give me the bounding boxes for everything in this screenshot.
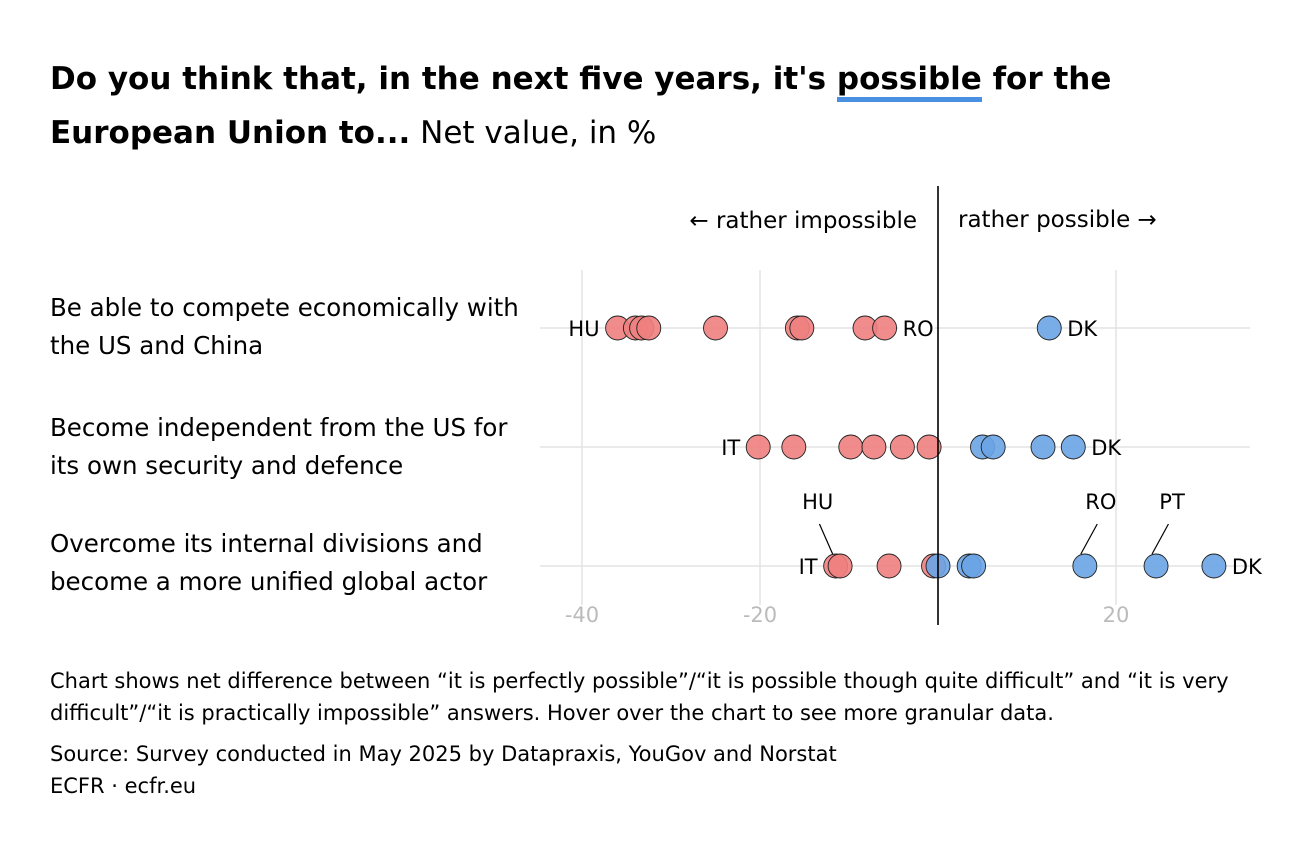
row-label-independent: Become independent from the US for its o…	[50, 409, 530, 485]
row-label-compete-line1: Be able to compete economically with	[50, 293, 519, 322]
label-bg	[898, 314, 935, 342]
row-label-compete: Be able to compete economically with the…	[50, 289, 530, 365]
dot-negative[interactable]	[781, 434, 807, 460]
dot-positive[interactable]	[961, 553, 987, 579]
dot-positive[interactable]	[1030, 434, 1056, 460]
row-label-independent-line2: its own security and defence	[50, 451, 404, 480]
dot-negative[interactable]	[827, 553, 853, 579]
country-label: DK	[1091, 436, 1122, 460]
dot-negative[interactable]	[861, 434, 887, 460]
dot-negative[interactable]	[703, 315, 728, 341]
title-line2: European Union to...	[50, 115, 411, 151]
dot-positive[interactable]	[980, 434, 1006, 460]
x-tick-label: -20	[743, 603, 777, 627]
country-label: DK	[1232, 555, 1263, 579]
country-label: RO	[1085, 490, 1116, 514]
footnote: Chart shows net difference between “it i…	[50, 665, 1270, 729]
title-subtitle: Net value, in %	[410, 115, 657, 151]
x-tick-label: 20	[1103, 603, 1130, 627]
country-label: IT	[799, 555, 818, 579]
country-label: PT	[1159, 490, 1185, 514]
dot-positive[interactable]	[1143, 553, 1169, 579]
title-part1: Do you think that, in the next five year…	[50, 61, 837, 97]
dot-negative[interactable]	[916, 434, 942, 460]
title-highlight: possible	[836, 61, 982, 102]
dot-positive[interactable]	[1036, 315, 1062, 341]
dot-negative[interactable]	[876, 553, 902, 579]
dot-negative[interactable]	[636, 315, 662, 341]
annotation-leader	[1151, 523, 1169, 555]
dot-positive[interactable]	[1201, 553, 1227, 579]
dot-negative[interactable]	[889, 434, 915, 460]
row-label-unified: Overcome its internal divisions and beco…	[50, 525, 530, 601]
source-text: Source: Survey conducted in May 2025 by …	[50, 742, 837, 766]
footnote-line2: difficult”/“it is practically impossible…	[50, 701, 1054, 725]
annotation-leader	[1080, 523, 1098, 555]
row-label-compete-line2: the US and China	[50, 331, 264, 360]
row-label-independent-line1: Become independent from the US for	[50, 413, 508, 442]
country-label: HU	[802, 490, 833, 514]
country-label: RO	[903, 317, 934, 341]
dot-negative[interactable]	[745, 434, 771, 460]
annotation-leader	[818, 523, 834, 555]
country-label: DK	[1067, 317, 1098, 341]
title-part2: for the	[981, 61, 1112, 97]
dot-positive[interactable]	[1060, 434, 1086, 460]
dot-positive[interactable]	[1072, 553, 1098, 579]
direction-label-left: ← rather impossible	[689, 208, 917, 234]
country-label: IT	[721, 436, 740, 460]
dot-negative[interactable]	[838, 434, 864, 460]
credit-text[interactable]: ECFR · ecfr.eu	[50, 774, 197, 798]
chart-title: Do you think that, in the next five year…	[50, 52, 1200, 160]
dot-negative[interactable]	[789, 315, 815, 341]
footnote-line1: Chart shows net difference between “it i…	[50, 669, 1229, 693]
x-tick-label: -40	[565, 603, 599, 627]
country-label: HU	[568, 317, 599, 341]
row-label-unified-line2: become a more unified global actor	[50, 567, 488, 596]
direction-label-right: rather possible →	[958, 207, 1157, 233]
dot-negative[interactable]	[872, 315, 898, 341]
row-label-unified-line1: Overcome its internal divisions and	[50, 529, 483, 558]
source: Source: Survey conducted in May 2025 by …	[50, 738, 1270, 802]
